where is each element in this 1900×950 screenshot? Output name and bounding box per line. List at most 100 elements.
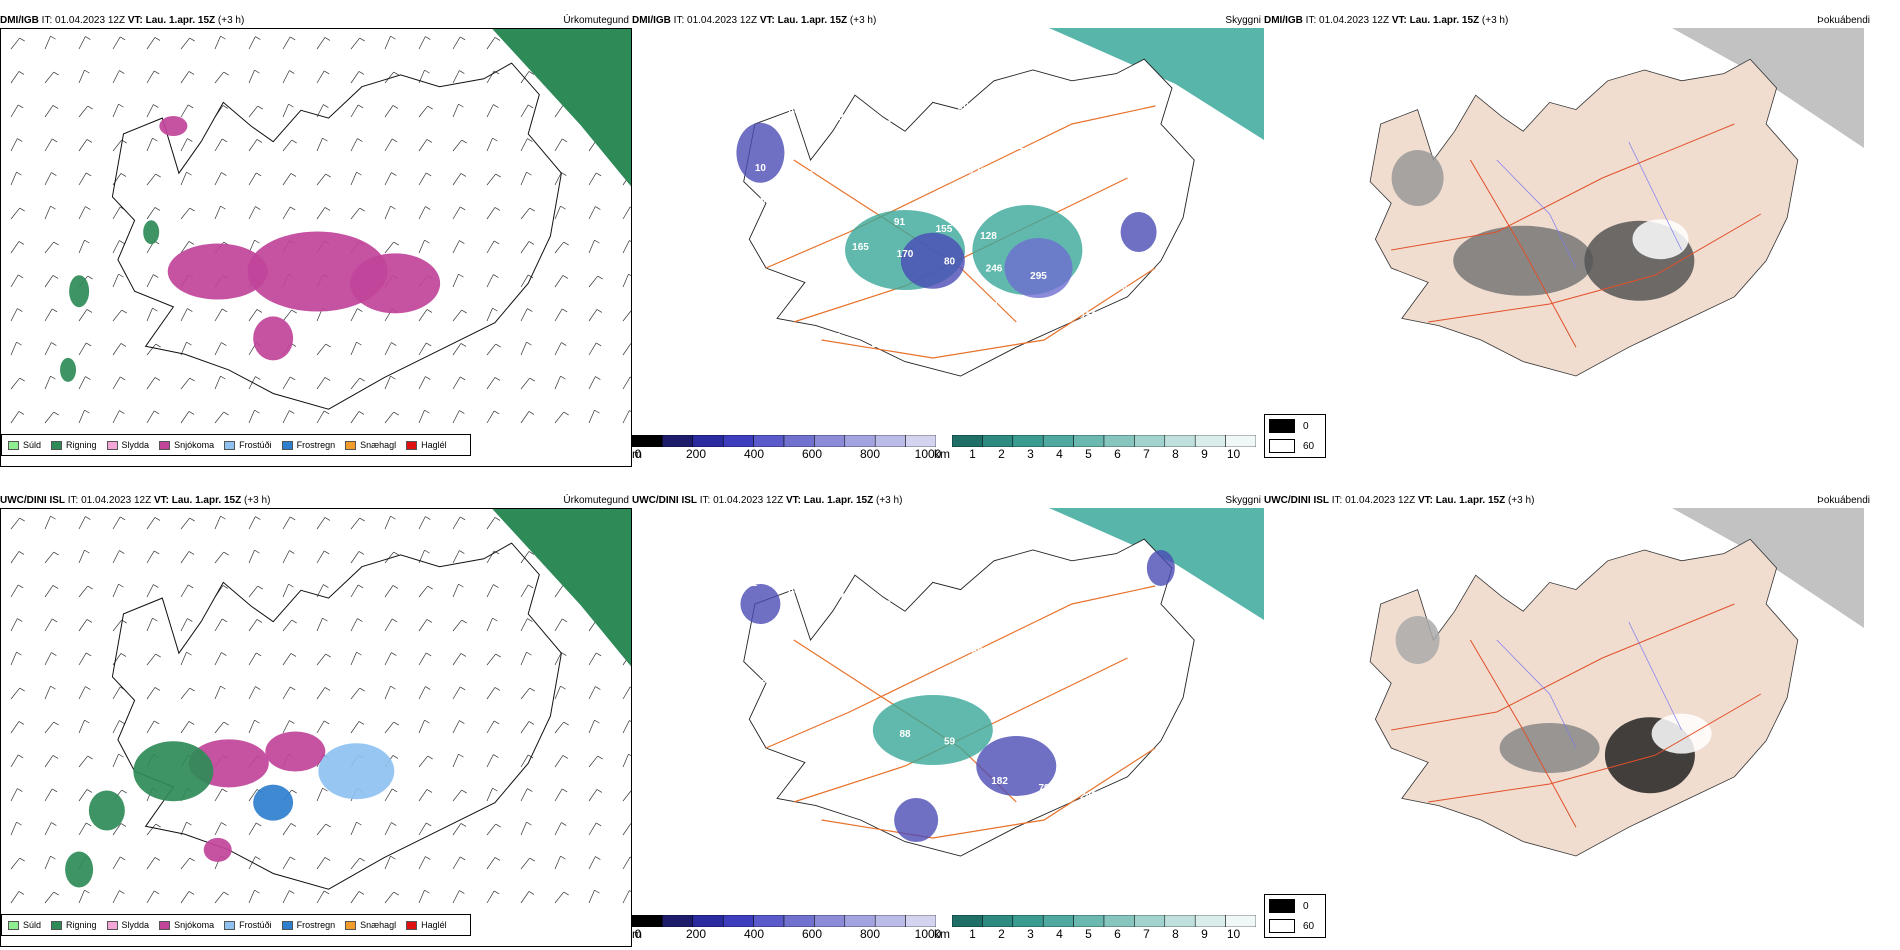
rivers [1496,141,1682,269]
panel-header: UWC/DINI ISL IT: 01.04.2023 12Z VT: Lau.… [632,494,1264,508]
cloudbase-label: 87 [916,346,928,357]
cloudbase-label: 242 [1080,790,1097,801]
colorbar-step [1134,915,1166,927]
precip-area [65,851,94,888]
colorbar-tick: 4 [1056,927,1063,941]
colorbar-tick: 1000 [914,447,942,461]
cloudbase-label: 128 [980,231,997,242]
colorbar-tick: 2 [998,927,1005,941]
legend-label: Frostregn [296,440,336,450]
fog-legend-swatch [1269,419,1295,433]
fog-area [1453,225,1594,296]
rivers [1496,621,1682,749]
precip-area [88,790,125,831]
colorbar-step [722,435,754,447]
model-name: DMI/IGB [0,15,39,26]
fog-offshore [1672,508,1864,628]
colorbar-tick: 0 [634,447,642,461]
cloudbase-label: 59 [944,736,956,747]
cloud-area [872,695,993,765]
legend-label: Frostúði [239,440,272,450]
cloudbase-label: 88 [899,729,911,740]
legend-label: Haglél [421,920,447,930]
colorbar-step [662,915,694,927]
legend-swatch [406,440,418,450]
cloudbase-label: 100 [1097,156,1114,167]
precip-type-legend: Súld Rigning Slydda Snjókoma Frostúði Frostre… [1,434,471,456]
valid-time: VT: Lau. 1.apr. 15Z [1391,15,1480,26]
legend-label: Frostregn [296,920,336,930]
colorbar-step [905,915,936,927]
precip-area [69,275,90,308]
panel-title: Úrkomutegund [563,15,629,26]
init-time: IT: 01.04.2023 12Z [1331,495,1416,506]
legend-swatch [106,440,118,450]
cloudbase-label: 102 [947,769,964,780]
legend-item: Rigning [51,920,97,930]
fog-legend-label: 60 [1303,920,1315,932]
init-time: IT: 01.04.2023 12Z [699,495,784,506]
cloudbase-label: 166 [874,600,891,611]
legend-label: Slydda [121,440,150,450]
colorbar-step [632,435,663,447]
cloudbase-label: 170 [830,592,847,603]
cloudbase-colorbar: m 0 200 400 600 800 1000 [632,915,941,945]
panel-title: Skyggni [1225,15,1261,26]
cloudbase-label: 87 [1039,303,1051,314]
visibility-unit: km [934,927,950,941]
legend-item: Snæhagl [345,920,396,930]
precip-area [60,357,77,382]
fog-legend-item: 0 [1269,899,1309,913]
colorbar-tick: 6 [1114,447,1121,461]
legend-item: Frostregn [281,440,336,450]
colorbar-tick: 8 [1172,447,1179,461]
fog-legend-item: 60 [1269,439,1314,453]
cloudbase-label: 246 [986,264,1003,275]
cloud-area [900,232,965,289]
colorbar-step [1012,915,1044,927]
colorbar-step [1012,435,1044,447]
cloudbase-label: 155 [936,224,953,235]
legend-label: Snæhagl [360,920,397,930]
cloudbase-label: 79 [1039,783,1051,794]
legend-swatch [406,920,418,930]
cloudbase-label: 24 [760,675,772,686]
model-name: UWC/DINI ISL [632,495,697,506]
cloudbase-label: 10 [849,210,861,221]
cloudbase-label: 120 [969,166,986,177]
cloudbase-unit: m [632,447,642,461]
colorbar-step [1134,435,1166,447]
wind-barbs [10,35,631,424]
colorbar-step [783,435,815,447]
cloudbase-label: 195 [774,292,791,303]
colorbar-step [905,435,936,447]
fog-offshore [1672,28,1864,148]
fog-area [1499,723,1600,773]
cloudbase-label: 69 [1105,668,1117,679]
precip-area [159,116,188,137]
legend-item: Haglél [406,440,447,450]
visibility-map: 111 102 142 65 89 182 193 205 170 79 141 101 166 242 8… [632,508,1264,908]
fog-map [1264,28,1864,428]
land-area [1369,538,1799,857]
legend-swatch [345,920,357,930]
cloudbase-label: 104 [919,607,936,618]
legend-swatch [8,440,19,450]
cloudbase-label: 97 [760,195,772,206]
fog-legend-item: 60 [1269,919,1314,933]
legend-swatch [51,920,63,930]
colorbar-step [1073,435,1105,447]
row1-visibility-panel: DMI/IGB IT: 01.04.2023 12Z VT: Lau. 1.ap… [632,14,1264,467]
colorbar-step [844,915,876,927]
precip-area [167,243,268,300]
panel-header: DMI/IGB IT: 01.04.2023 12Z VT: Lau. 1.ap… [1264,14,1900,28]
fog-legend-label: 0 [1303,420,1309,432]
legend-label: Rigning [66,440,97,450]
colorbar-tick: 8 [1172,927,1179,941]
lead-time: (+3 h) [217,15,245,26]
precip-area [143,220,160,245]
fog-legend-label: 60 [1303,440,1315,452]
colorbar-step [982,435,1014,447]
cloud-area [1120,212,1157,252]
cloudbase-label: 236 [797,170,814,181]
